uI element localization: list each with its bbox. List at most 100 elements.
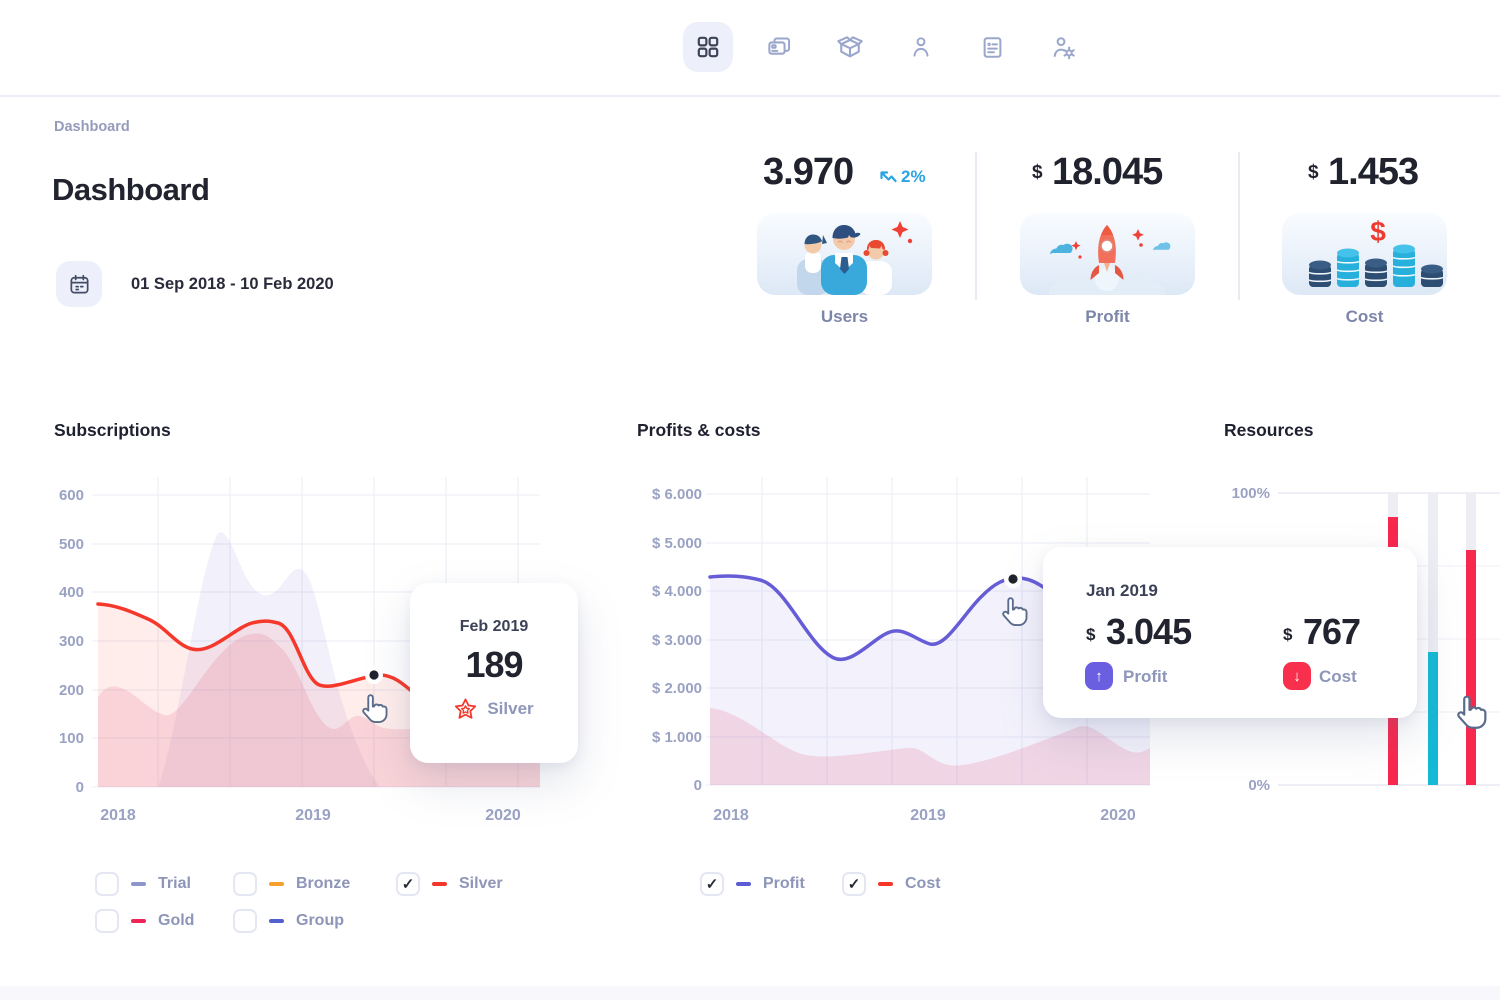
star-icon [455, 698, 477, 719]
cost-illustration: $ [1282, 213, 1447, 295]
checkbox-gold[interactable] [95, 909, 119, 933]
coins-illustration: $ [1308, 216, 1444, 287]
checkbox-silver[interactable]: ✓ [396, 872, 420, 896]
trial-area [158, 532, 380, 787]
svg-text:2018: 2018 [100, 807, 136, 824]
svg-text:500: 500 [59, 536, 84, 553]
hand-cursor-icon [998, 595, 1032, 638]
svg-text:0: 0 [76, 779, 84, 796]
grid-lines [92, 477, 540, 788]
tooltip-cost-value: 767 [1303, 611, 1361, 652]
tooltip-date: Feb 2019 [459, 618, 529, 635]
checkbox-cost[interactable]: ✓ [842, 872, 866, 896]
series-color-silver [432, 881, 447, 887]
subscriptions-chart-title: Subscriptions [54, 420, 171, 440]
checkbox-group[interactable] [233, 909, 257, 933]
legend-label-cost: Cost [905, 875, 941, 892]
nav-item-dashboard[interactable] [683, 22, 733, 72]
series-color-gold [131, 918, 146, 924]
legend-label-profit: Profit [763, 875, 805, 892]
top-navigation-bar [0, 0, 1500, 97]
stat-profit-value: 18.045 [1052, 151, 1163, 193]
stat-profit-currency: $ [1032, 162, 1043, 183]
legend-item-trial[interactable]: Trial [95, 872, 191, 896]
svg-text:100%: 100% [1232, 485, 1270, 502]
stat-users-delta: 2% [901, 167, 926, 186]
tooltip-profit-value: 3.045 [1106, 611, 1192, 652]
legend-label-group: Group [296, 912, 344, 929]
breadcrumb[interactable]: Dashboard [54, 119, 130, 135]
series-color-group [269, 918, 284, 924]
tooltip-profit-currency: $ [1086, 625, 1096, 644]
legend-label-trial: Trial [158, 875, 191, 892]
nav-item-products[interactable] [825, 22, 875, 72]
hand-cursor-icon [1452, 693, 1492, 742]
svg-text:0: 0 [694, 777, 702, 794]
nav-item-customers[interactable] [896, 22, 946, 72]
checkbox-trial[interactable] [95, 872, 119, 896]
legend-item-group[interactable]: Group [233, 909, 344, 933]
bar-cyan [1428, 652, 1438, 785]
dashboard-grid-icon [697, 36, 719, 58]
legend-item-profit[interactable]: ✓ Profit [700, 872, 805, 896]
nav-item-user-settings[interactable] [1038, 22, 1088, 72]
svg-text:600: 600 [59, 487, 84, 504]
page-title: Dashboard [52, 172, 210, 207]
svg-text:200: 200 [59, 682, 84, 699]
svg-text:0%: 0% [1248, 777, 1270, 794]
svg-text:$ 3.000: $ 3.000 [652, 632, 702, 649]
stat-cost-currency: $ [1308, 162, 1319, 183]
arrow-up-icon: ↑ [1095, 667, 1103, 685]
users-illustration [757, 213, 932, 295]
checkbox-bronze[interactable] [233, 872, 257, 896]
legend-label-bronze: Bronze [296, 875, 351, 892]
legend-label-gold: Gold [158, 912, 195, 929]
user-gear-icon [1053, 36, 1075, 59]
page-edge [0, 986, 1500, 1000]
cost-down-badge: ↓ [1283, 662, 1311, 690]
cards-icon [767, 36, 790, 55]
stat-cost-value: 1.453 [1328, 151, 1419, 193]
stat-cost-label: Cost [1345, 307, 1384, 326]
nav-item-cards[interactable] [754, 22, 804, 72]
profits-costs-chart[interactable]: $ 6.000 $ 5.000 $ 4.000 $ 3.000 $ 2.000 … [640, 465, 1160, 830]
svg-text:$ 1.000: $ 1.000 [652, 729, 702, 746]
stat-divider [975, 152, 977, 300]
series-color-bronze [269, 881, 284, 887]
date-range-picker[interactable] [56, 261, 102, 307]
user-icon [913, 37, 929, 57]
profit-up-badge: ↑ [1085, 662, 1113, 690]
svg-text:2019: 2019 [295, 807, 331, 824]
invoice-icon [983, 36, 1001, 58]
nav-item-invoices[interactable] [967, 22, 1017, 72]
series-color-profit [736, 881, 751, 887]
checkbox-profit[interactable]: ✓ [700, 872, 724, 896]
legend-item-cost[interactable]: ✓ Cost [842, 872, 941, 896]
stat-divider [1238, 152, 1240, 300]
subscriptions-tooltip: Feb 2019 189 Silver [410, 583, 578, 763]
tooltip-profit-label: Profit [1123, 667, 1168, 686]
legend-item-silver[interactable]: ✓ Silver [396, 872, 503, 896]
dollar-icon: $ [1370, 216, 1386, 247]
tooltip-series-name: Silver [487, 699, 534, 718]
tooltip-value: 189 [465, 644, 523, 685]
svg-text:$ 4.000: $ 4.000 [652, 583, 702, 600]
bar-red-2 [1466, 550, 1476, 785]
svg-text:$ 2.000: $ 2.000 [652, 680, 702, 697]
active-point [365, 666, 383, 684]
legend-item-bronze[interactable]: Bronze [233, 872, 350, 896]
check-icon: ✓ [705, 876, 719, 893]
tooltip-date: Jan 2019 [1086, 581, 1158, 600]
tooltip-cost-label: Cost [1319, 667, 1357, 686]
legend-item-gold[interactable]: Gold [95, 909, 194, 933]
stat-users-value: 3.970 [763, 151, 854, 193]
series-color-trial [131, 881, 146, 887]
arrow-down-icon: ↓ [1293, 667, 1301, 685]
hand-cursor-icon [358, 692, 392, 735]
profit-illustration [1020, 213, 1195, 295]
svg-text:2020: 2020 [485, 807, 521, 824]
legend-label-silver: Silver [459, 875, 503, 892]
tooltip-cost-currency: $ [1283, 625, 1293, 644]
profit-area [710, 576, 1150, 785]
stat-profit-label: Profit [1085, 307, 1130, 326]
